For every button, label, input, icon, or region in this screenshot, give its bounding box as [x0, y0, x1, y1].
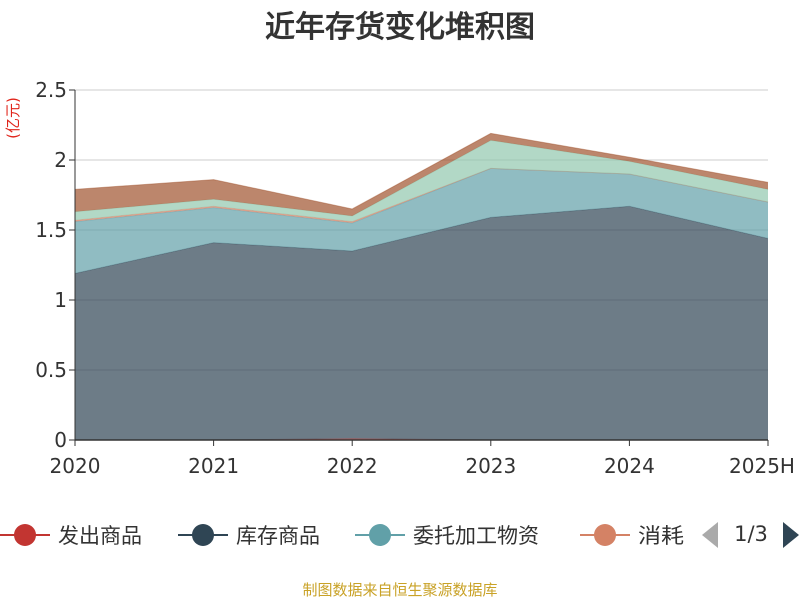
- area-series: [74, 132, 769, 441]
- x-tick-label: 2020: [50, 454, 101, 478]
- legend-marker-icon: [369, 524, 391, 546]
- area-在产品: [75, 133, 768, 216]
- legend-page-indicator: 1/3: [734, 522, 768, 546]
- area-消耗: [75, 168, 768, 223]
- legend-label: 发出商品: [58, 524, 142, 548]
- y-tick-label: 0: [54, 428, 67, 452]
- area-库存商品: [75, 206, 768, 440]
- y-tick-label: 0.5: [35, 358, 67, 382]
- x-tick-label: 2025H: [729, 454, 795, 478]
- legend-label: 委托加工物资: [413, 524, 539, 548]
- area-原材料: [75, 140, 768, 222]
- legend-item[interactable]: 委托加工物资: [355, 524, 539, 548]
- area-委托加工物资: [75, 168, 768, 274]
- legend-item[interactable]: 发出商品: [0, 524, 142, 548]
- data-source-note: 制图数据来自恒生聚源数据库: [302, 581, 497, 599]
- legend-item[interactable]: 消耗: [580, 524, 684, 548]
- legend-label: 库存商品: [236, 524, 320, 548]
- y-tick-label: 1.5: [35, 218, 67, 242]
- legend-label: 消耗: [638, 524, 684, 548]
- legend: 发出商品 库存商品 委托加工物资 消耗: [0, 524, 684, 548]
- chart-title: 近年存货变化堆积图: [265, 10, 535, 45]
- x-tick-label: 2024: [604, 454, 655, 478]
- y-axis-unit: (亿元): [4, 97, 22, 139]
- x-tick-label: 2021: [188, 454, 239, 478]
- area-line-在产品: [74, 132, 769, 210]
- legend-item[interactable]: 库存商品: [178, 524, 320, 548]
- x-tick-label: 2022: [327, 454, 378, 478]
- legend-marker-icon: [192, 524, 214, 546]
- legend-marker-icon: [14, 524, 36, 546]
- y-tick-label: 1: [54, 288, 67, 312]
- axes: 0 0.5 1 1.5 2 2.5 2020 2021 2022 2023 2024 2025H: [35, 78, 795, 478]
- legend-pager: 1/3: [702, 522, 799, 548]
- y-tick-label: 2.5: [35, 78, 67, 102]
- legend-next-icon[interactable]: [783, 522, 799, 548]
- legend-marker-icon: [594, 524, 616, 546]
- x-tick-label: 2023: [465, 454, 516, 478]
- y-tick-label: 2: [54, 148, 67, 172]
- legend-prev-icon[interactable]: [702, 522, 718, 548]
